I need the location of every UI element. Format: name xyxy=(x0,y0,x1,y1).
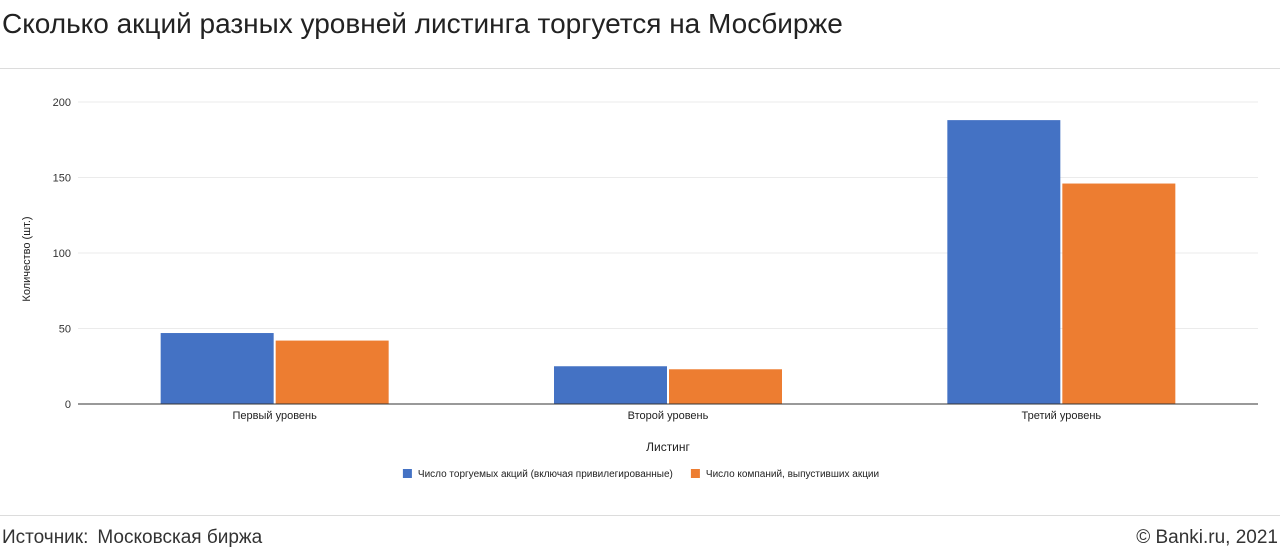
bar xyxy=(554,366,667,404)
x-axis-label: Листинг xyxy=(646,440,690,454)
x-tick-labels: Первый уровень Второй уровень Третий урове… xyxy=(232,410,1101,422)
gridlines xyxy=(78,101,1258,329)
y-tick-label: 150 xyxy=(53,173,71,185)
y-tick-label: 200 xyxy=(53,97,71,109)
y-tick-label: 50 xyxy=(59,324,71,336)
source-value: Московская биржа xyxy=(97,527,263,548)
legend-item: Число торгуемых акций (включая привилеги… xyxy=(402,469,673,480)
x-tick-label: Второй уровень xyxy=(628,410,709,422)
x-tick-label: Первый уровень xyxy=(232,410,317,422)
bars xyxy=(160,120,1176,404)
y-tick-labels: 0 50 100 150 200 xyxy=(53,97,71,411)
source-note: Источник: Московская биржа xyxy=(2,527,262,549)
header-divider xyxy=(0,68,1280,69)
source-label: Источник: xyxy=(2,527,89,548)
footer-divider xyxy=(0,515,1280,516)
bar-chart: 0 50 100 150 200 Первый уровень Второй уровен… xyxy=(21,97,1258,480)
bar xyxy=(669,369,782,404)
legend-label: Число торгуемых акций (включая привилеги… xyxy=(418,469,673,480)
bar xyxy=(947,120,1061,404)
y-axis-label: Количество (шт.) xyxy=(21,216,33,301)
x-tick-label: Третий уровень xyxy=(1022,410,1102,422)
chart-container: 0 50 100 150 200 Первый уровень Второй уровен… xyxy=(0,70,1280,510)
page-title: Сколько акций разных уровней листинга то… xyxy=(2,8,843,39)
legend-swatch xyxy=(690,469,700,478)
legend-label: Число компаний, выпустивших акции xyxy=(706,469,879,480)
y-tick-label: 0 xyxy=(65,399,71,411)
bar xyxy=(160,333,274,404)
legend-item: Число компаний, выпустивших акции xyxy=(690,469,879,480)
legend-swatch xyxy=(402,469,412,478)
y-tick-label: 100 xyxy=(53,248,71,260)
legend: Число торгуемых акций (включая привилеги… xyxy=(402,469,879,480)
bar xyxy=(275,340,389,404)
bar xyxy=(1062,183,1176,404)
copyright: © Banki.ru, 2021 xyxy=(1136,527,1278,548)
